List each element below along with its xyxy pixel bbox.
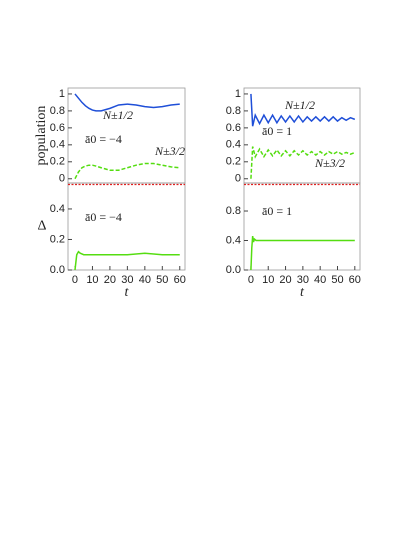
series-label: N±1/2 [284,98,315,112]
y-tick-label: 0.4 [226,234,241,246]
y-tick-label: 0.8 [226,205,241,217]
x-tick-label: 30 [121,274,133,286]
x-axis-label: t [125,285,130,300]
annotation: ā0 = 1 [262,124,292,138]
annotation: ā0 = 1 [262,204,292,218]
x-tick-label: 60 [349,274,361,286]
y-tick-label: 0.2 [50,156,65,168]
x-tick-label: 50 [331,274,343,286]
x-tick-label: 50 [156,274,168,286]
annotation: ā0 = −4 [85,210,122,224]
y-tick-label: 0.2 [50,233,65,245]
data-line [74,93,180,112]
series-label: N±1/2 [102,108,133,122]
panel-frame [67,182,186,271]
series-label: N±3/2 [314,156,345,170]
x-tick-label: 60 [174,274,186,286]
x-tick-label: 0 [72,274,78,286]
data-line [74,250,180,271]
y-tick-label: 0.8 [50,105,65,117]
data-line [250,146,356,179]
y-tick-label: 0.4 [50,203,65,215]
y-tick-label: 0.4 [50,139,65,151]
y-tick-label: 1 [235,88,241,100]
x-tick-label: 30 [297,274,309,286]
y-axis-label: population [34,106,49,166]
y-tick-label: 1 [59,88,65,100]
x-tick-label: 20 [104,274,116,286]
x-tick-label: 10 [86,274,98,286]
panel-frame [243,182,361,271]
data-line [250,235,355,271]
data-line [250,93,356,127]
x-tick-label: 40 [139,274,151,286]
x-tick-label: 0 [248,274,254,286]
annotation: ā0 = −4 [85,132,122,146]
x-tick-label: 10 [262,274,274,286]
y-tick-label: 0 [59,173,65,185]
y-tick-label: 0.4 [226,139,241,151]
data-line [74,162,180,180]
y-tick-label: 0.6 [226,122,241,134]
x-tick-label: 40 [314,274,326,286]
x-axis-label: t [300,285,305,300]
y-tick-label: 0.6 [50,122,65,134]
y-tick-label: 0 [235,173,241,185]
y-tick-label: 0.8 [226,105,241,117]
y-tick-label: 0.2 [226,156,241,168]
y-axis-label: Δ [37,219,46,234]
x-tick-label: 20 [279,274,291,286]
series-label: N±3/2 [154,144,185,158]
y-tick-label: 0.0 [50,264,65,276]
y-tick-label: 0.0 [226,264,241,276]
